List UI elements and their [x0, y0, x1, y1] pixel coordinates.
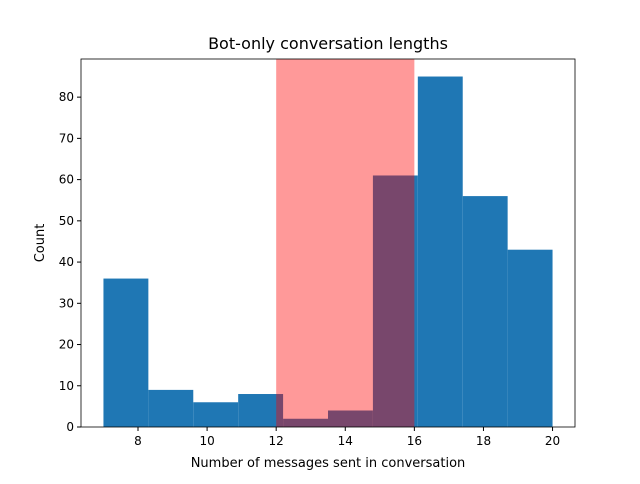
y-tick-label: 60: [59, 173, 74, 187]
x-tick-label: 14: [338, 434, 353, 448]
x-axis-label: Number of messages sent in conversation: [191, 456, 466, 471]
y-tick-label: 80: [59, 90, 74, 104]
y-tick-label: 70: [59, 131, 74, 145]
bar: [148, 389, 194, 427]
bar: [462, 196, 508, 427]
x-tick-label: 16: [407, 434, 422, 448]
x-tick-label: 20: [545, 434, 560, 448]
y-tick-label: 0: [66, 420, 74, 434]
x-tick-label: 10: [199, 434, 214, 448]
bar: [103, 278, 149, 427]
bar: [238, 394, 284, 427]
bar: [507, 249, 553, 427]
x-tick-label: 18: [476, 434, 491, 448]
bar: [372, 175, 418, 427]
x-tick-label: 12: [269, 434, 284, 448]
y-tick-label: 30: [59, 296, 74, 310]
bar: [193, 402, 239, 427]
y-tick-label: 10: [59, 379, 74, 393]
y-axis-label: Count: [33, 224, 48, 263]
bar: [417, 76, 463, 428]
axes-frame: [80, 58, 576, 428]
bar: [328, 410, 373, 427]
y-tick-label: 50: [59, 214, 74, 228]
y-tick-label: 20: [59, 338, 74, 352]
chart-title: Bot-only conversation lengths: [208, 34, 448, 53]
x-tick-label: 8: [134, 434, 142, 448]
highlight-span: [276, 59, 415, 427]
y-tick-label: 40: [59, 255, 74, 269]
bar: [283, 418, 328, 427]
